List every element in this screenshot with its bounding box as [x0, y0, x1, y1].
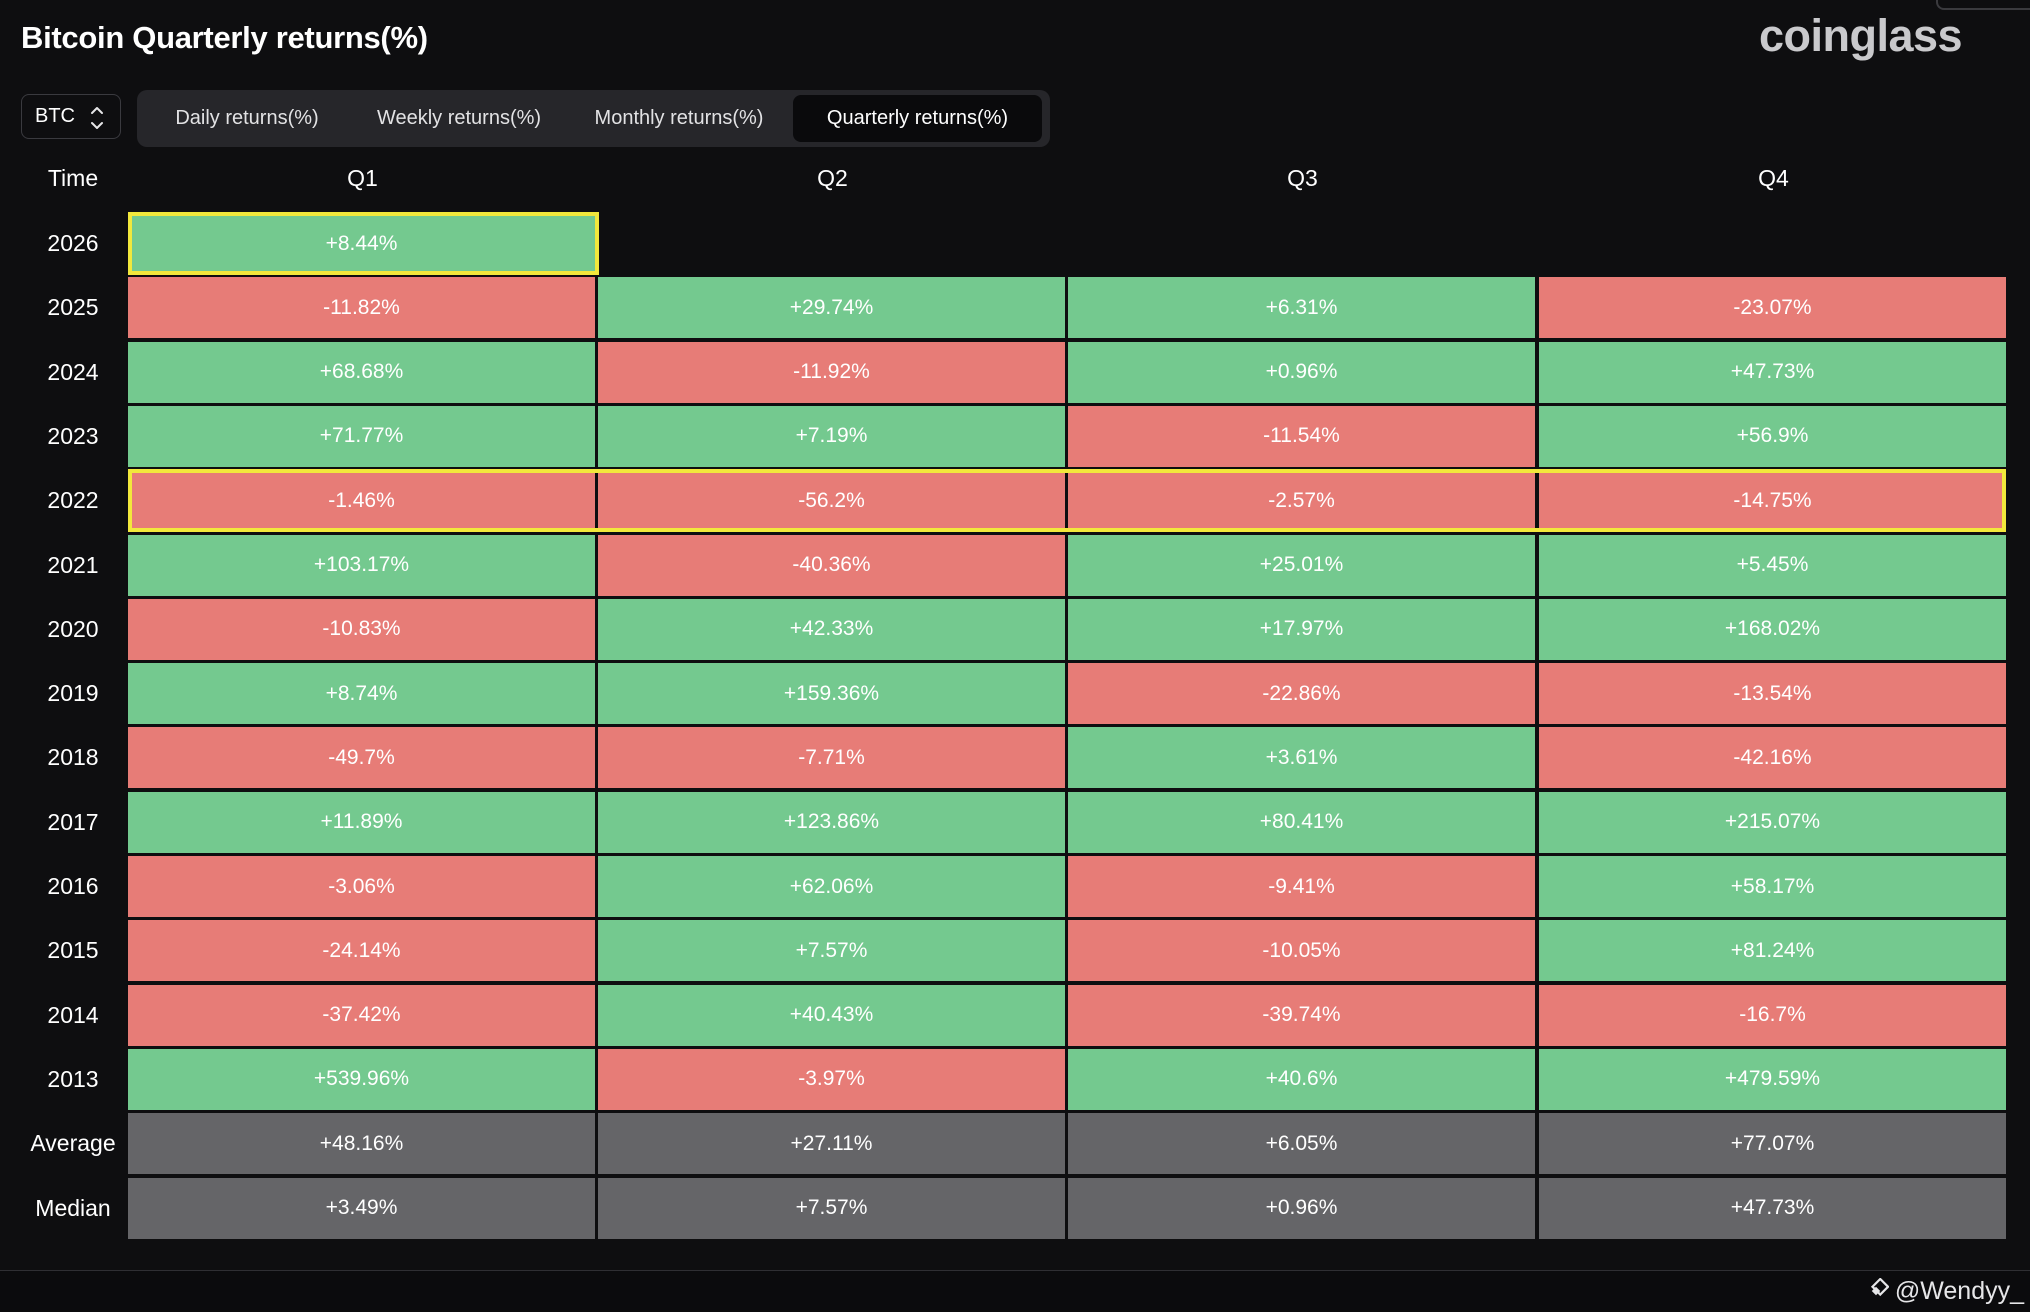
row-label-2020: 2020	[47, 615, 99, 642]
return-cell-2019-q2[interactable]: +159.36%	[598, 663, 1065, 725]
tab-monthly-returns[interactable]: Monthly returns(%)	[594, 107, 764, 129]
coin-selector[interactable]: BTC	[21, 94, 121, 139]
return-cell-2022-q4[interactable]: -14.75%	[1539, 470, 2006, 532]
return-cell-2024-q2[interactable]: -11.92%	[598, 341, 1065, 403]
row-label-2016: 2016	[47, 873, 99, 899]
return-cell-2017-q2[interactable]: +123.86%	[598, 791, 1065, 853]
return-cell-2020-q4[interactable]: +168.02%	[1539, 598, 2006, 660]
average-cell-q2: +27.11%	[598, 1113, 1065, 1175]
return-cell-2025-q1[interactable]: -11.82%	[128, 277, 595, 339]
row-label-2026: 2026	[47, 230, 99, 256]
average-cell-q4: +77.07%	[1539, 1113, 2006, 1175]
watermark-text: @Wendyy_	[1894, 1276, 2024, 1305]
return-cell-2024-q1[interactable]: +68.68%	[128, 341, 595, 403]
return-cell-2014-q2[interactable]: +40.43%	[598, 984, 1065, 1046]
return-cell-2013-q4[interactable]: +479.59%	[1539, 1048, 2006, 1110]
return-cell-2016-q4[interactable]: +58.17%	[1539, 856, 2006, 917]
row-label-2025: 2025	[47, 294, 99, 321]
return-cell-2016-q3[interactable]: -9.41%	[1068, 856, 1535, 917]
return-cell-2022-q2[interactable]: -56.2%	[598, 470, 1065, 532]
return-cell-2017-q3[interactable]: +80.41%	[1068, 791, 1535, 853]
row-label-2019: 2019	[47, 680, 99, 707]
return-cell-2015-q3[interactable]: -10.05%	[1068, 920, 1535, 982]
median-cell-q4: +47.73%	[1539, 1177, 2006, 1239]
return-cell-2015-q2[interactable]: +7.57%	[598, 920, 1065, 982]
return-cell-2016-q1[interactable]: -3.06%	[128, 856, 595, 917]
return-cell-2017-q4[interactable]: +215.07%	[1539, 791, 2006, 853]
return-cell-2018-q4[interactable]: -42.16%	[1539, 727, 2006, 789]
row-label-2018: 2018	[47, 744, 99, 771]
chevron-up-down-icon	[91, 107, 103, 129]
return-cell-2019-q3[interactable]: -22.86%	[1068, 663, 1535, 725]
return-cell-2024-q4[interactable]: +47.73%	[1539, 341, 2006, 403]
returns-tabs: Daily returns(%) Weekly returns(%) Month…	[137, 90, 1050, 147]
row-label-2024: 2024	[47, 358, 99, 385]
return-cell-2021-q2[interactable]: -40.36%	[598, 534, 1065, 596]
row-label-average: Average	[30, 1130, 116, 1157]
return-cell-2023-q3[interactable]: -11.54%	[1068, 405, 1535, 467]
watermark: @Wendyy_	[1863, 1270, 2024, 1312]
column-header-q1: Q1	[347, 164, 378, 191]
return-cell-2025-q3[interactable]: +6.31%	[1068, 277, 1535, 339]
return-cell-2017-q1[interactable]: +11.89%	[128, 791, 595, 853]
row-label-2013: 2013	[47, 1065, 99, 1092]
return-cell-2013-q1[interactable]: +539.96%	[128, 1048, 595, 1110]
tab-quarterly-returns[interactable]: Quarterly returns(%)	[793, 95, 1042, 142]
return-cell-2023-q4[interactable]: +56.9%	[1539, 405, 2006, 467]
return-cell-2021-q1[interactable]: +103.17%	[128, 534, 595, 596]
return-cell-2023-q1[interactable]: +71.77%	[128, 405, 595, 467]
return-cell-2018-q3[interactable]: +3.61%	[1068, 727, 1535, 789]
row-label-2023: 2023	[47, 422, 99, 449]
average-cell-q1: +48.16%	[128, 1113, 595, 1175]
corner-decoration	[1936, 0, 2030, 10]
coinglass-logo[interactable]: coinglass	[1759, 10, 1963, 61]
return-cell-2023-q2[interactable]: +7.19%	[598, 405, 1065, 467]
row-label-2014: 2014	[47, 1001, 99, 1028]
return-cell-2019-q4[interactable]: -13.54%	[1539, 663, 2006, 725]
return-cell-2025-q2[interactable]: +29.74%	[598, 277, 1065, 339]
column-header-q3: Q3	[1287, 164, 1318, 191]
footer-bar	[0, 1270, 2030, 1312]
return-cell-2025-q4[interactable]: -23.07%	[1539, 277, 2006, 339]
return-cell-2026-q1[interactable]: +8.44%	[128, 213, 595, 274]
return-cell-2016-q2[interactable]: +62.06%	[598, 856, 1065, 917]
return-cell-2024-q3[interactable]: +0.96%	[1068, 341, 1535, 403]
row-label-2021: 2021	[47, 551, 99, 578]
column-header-q4: Q4	[1758, 164, 1789, 191]
return-cell-2021-q4[interactable]: +5.45%	[1539, 534, 2006, 596]
return-cell-2015-q4[interactable]: +81.24%	[1539, 920, 2006, 982]
average-cell-q3: +6.05%	[1068, 1113, 1535, 1175]
tab-weekly-returns[interactable]: Weekly returns(%)	[376, 107, 542, 129]
return-cell-2020-q3[interactable]: +17.97%	[1068, 598, 1535, 660]
return-cell-2018-q1[interactable]: -49.7%	[128, 727, 595, 789]
column-header-time: Time	[47, 164, 99, 191]
column-header-q2: Q2	[817, 164, 848, 191]
return-cell-2013-q3[interactable]: +40.6%	[1068, 1048, 1535, 1110]
median-cell-q1: +3.49%	[128, 1177, 595, 1239]
return-cell-2013-q2[interactable]: -3.97%	[598, 1048, 1065, 1110]
return-cell-2020-q2[interactable]: +42.33%	[598, 598, 1065, 660]
return-cell-2018-q2[interactable]: -7.71%	[598, 727, 1065, 789]
row-label-2022: 2022	[47, 487, 99, 514]
tab-daily-returns[interactable]: Daily returns(%)	[175, 107, 319, 129]
row-label-2015: 2015	[47, 937, 99, 964]
return-cell-2015-q1[interactable]: -24.14%	[128, 920, 595, 982]
coin-selector-value: BTC	[35, 105, 75, 127]
return-cell-2020-q1[interactable]: -10.83%	[128, 598, 595, 660]
return-cell-2022-q1[interactable]: -1.46%	[128, 470, 595, 532]
return-cell-2014-q3[interactable]: -39.74%	[1068, 984, 1535, 1046]
binance-square-icon	[1870, 1278, 1889, 1297]
return-cell-2021-q3[interactable]: +25.01%	[1068, 534, 1535, 596]
page-title: Bitcoin Quarterly returns(%)	[21, 20, 428, 55]
return-cell-2022-q3[interactable]: -2.57%	[1068, 470, 1535, 532]
return-cell-2014-q4[interactable]: -16.7%	[1539, 984, 2006, 1046]
median-cell-q3: +0.96%	[1068, 1177, 1535, 1239]
return-cell-2014-q1[interactable]: -37.42%	[128, 984, 595, 1046]
row-label-median: Median	[35, 1194, 111, 1221]
row-label-2017: 2017	[47, 808, 99, 835]
median-cell-q2: +7.57%	[598, 1177, 1065, 1239]
return-cell-2019-q1[interactable]: +8.74%	[128, 663, 595, 725]
